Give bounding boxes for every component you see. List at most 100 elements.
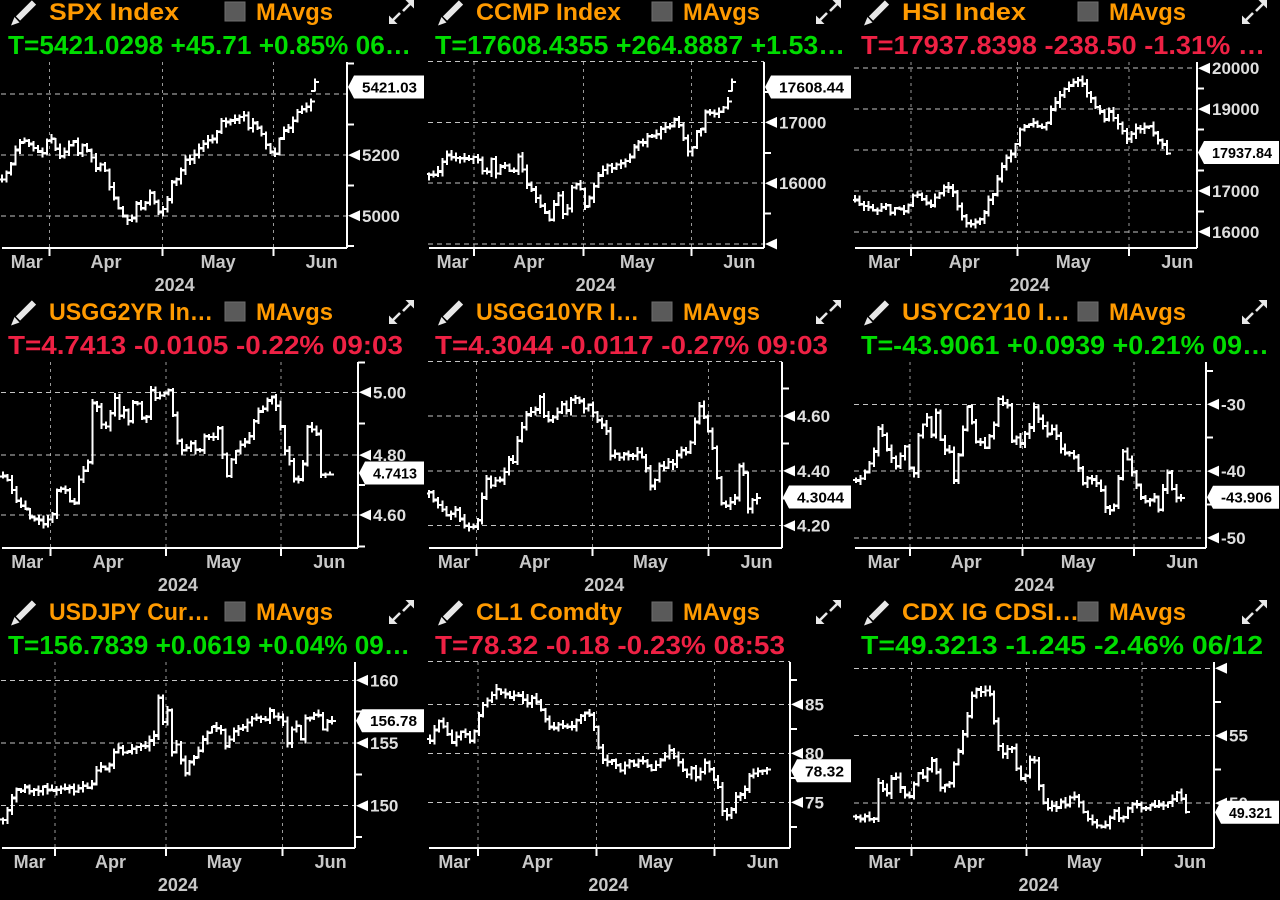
svg-text:May: May [1061, 552, 1096, 572]
svg-text:T=17608.4355 +264.8887 +1.53…: T=17608.4355 +264.8887 +1.53… [435, 30, 845, 60]
svg-text:-30: -30 [1221, 395, 1246, 414]
svg-text:USDJPY Cur…: USDJPY Cur… [49, 600, 210, 626]
svg-text:2024: 2024 [1015, 575, 1055, 595]
svg-text:MAvgs: MAvgs [683, 0, 760, 26]
svg-text:May: May [633, 552, 668, 572]
svg-text:Apr: Apr [91, 252, 122, 272]
svg-text:4.40: 4.40 [797, 462, 830, 481]
svg-text:5000: 5000 [362, 207, 400, 226]
svg-text:Jun: Jun [313, 552, 345, 572]
svg-text:17608.44: 17608.44 [779, 80, 845, 97]
svg-text:MAvgs: MAvgs [1109, 0, 1186, 26]
svg-text:May: May [1067, 852, 1102, 872]
svg-text:T=78.32 -0.18 -0.23% 08:53: T=78.32 -0.18 -0.23% 08:53 [435, 630, 785, 660]
svg-text:4.7413: 4.7413 [373, 466, 417, 483]
svg-text:49.321: 49.321 [1229, 805, 1272, 822]
svg-text:Mar: Mar [438, 852, 470, 872]
svg-text:CDX IG CDSI…: CDX IG CDSI… [902, 600, 1079, 626]
svg-text:55: 55 [1229, 727, 1248, 746]
svg-text:Mar: Mar [11, 552, 43, 572]
svg-text:USYC2Y10 I…: USYC2Y10 I… [902, 300, 1070, 326]
svg-text:156.78: 156.78 [370, 713, 417, 730]
svg-text:4.80: 4.80 [373, 446, 406, 465]
svg-text:4.60: 4.60 [373, 506, 406, 525]
svg-text:CCMP Index: CCMP Index [476, 0, 622, 26]
svg-text:Jun: Jun [723, 252, 755, 272]
svg-text:4.60: 4.60 [797, 407, 830, 426]
svg-text:Mar: Mar [869, 852, 901, 872]
svg-text:16000: 16000 [779, 174, 826, 193]
svg-text:Apr: Apr [954, 852, 985, 872]
svg-text:MAvgs: MAvgs [683, 300, 760, 326]
svg-text:17000: 17000 [1212, 182, 1259, 201]
svg-text:May: May [620, 252, 655, 272]
svg-text:20000: 20000 [1212, 59, 1259, 78]
svg-text:CL1 Comdty: CL1 Comdty [476, 600, 623, 626]
svg-text:2024: 2024 [584, 575, 624, 595]
svg-text:MAvgs: MAvgs [683, 600, 760, 626]
svg-text:5200: 5200 [362, 146, 400, 165]
svg-text:Apr: Apr [513, 252, 544, 272]
svg-text:Jun: Jun [306, 252, 338, 272]
svg-text:17937.84: 17937.84 [1212, 145, 1273, 162]
svg-text:4.3044: 4.3044 [797, 490, 845, 507]
svg-text:2024: 2024 [158, 875, 198, 895]
svg-text:Apr: Apr [521, 852, 552, 872]
svg-text:Mar: Mar [14, 852, 46, 872]
svg-text:HSI Index: HSI Index [902, 0, 1027, 26]
svg-text:-43.906: -43.906 [1221, 490, 1272, 507]
svg-text:-40: -40 [1221, 462, 1246, 481]
svg-text:USGG2YR In…: USGG2YR In… [49, 300, 213, 326]
svg-text:75: 75 [805, 793, 824, 812]
svg-text:SPX Index: SPX Index [49, 0, 180, 26]
svg-text:MAvgs: MAvgs [1109, 300, 1186, 326]
svg-text:Jun: Jun [740, 552, 772, 572]
svg-text:4.20: 4.20 [797, 517, 830, 536]
svg-text:2024: 2024 [588, 875, 628, 895]
svg-text:Mar: Mar [436, 252, 468, 272]
svg-text:155: 155 [370, 734, 398, 753]
svg-text:May: May [206, 552, 241, 572]
svg-text:150: 150 [370, 797, 398, 816]
svg-text:Apr: Apr [93, 552, 124, 572]
svg-text:Jun: Jun [1174, 852, 1206, 872]
svg-text:Jun: Jun [746, 852, 778, 872]
svg-text:Apr: Apr [95, 852, 126, 872]
svg-text:T=49.3213 -1.245 -2.46% 06/12: T=49.3213 -1.245 -2.46% 06/12 [861, 630, 1263, 660]
svg-text:2024: 2024 [158, 575, 198, 595]
svg-text:MAvgs: MAvgs [256, 600, 333, 626]
svg-text:Jun: Jun [315, 852, 347, 872]
svg-text:Apr: Apr [951, 552, 982, 572]
svg-text:80: 80 [805, 744, 824, 763]
svg-text:5.00: 5.00 [373, 383, 406, 402]
svg-text:MAvgs: MAvgs [256, 0, 333, 26]
svg-text:USGG10YR I…: USGG10YR I… [476, 300, 639, 326]
svg-text:Mar: Mar [868, 252, 900, 272]
svg-text:May: May [638, 852, 673, 872]
svg-text:160: 160 [370, 671, 398, 690]
svg-text:2024: 2024 [575, 275, 615, 295]
svg-text:78.32: 78.32 [805, 763, 844, 780]
svg-text:2024: 2024 [1019, 875, 1059, 895]
svg-text:Jun: Jun [1161, 252, 1193, 272]
svg-text:-50: -50 [1221, 529, 1246, 548]
svg-text:T=4.3044 -0.0117 -0.27% 09:03: T=4.3044 -0.0117 -0.27% 09:03 [435, 330, 828, 360]
svg-text:2024: 2024 [1010, 275, 1050, 295]
svg-text:May: May [207, 852, 242, 872]
svg-text:16000: 16000 [1212, 223, 1259, 242]
svg-text:Mar: Mar [868, 552, 900, 572]
svg-text:Mar: Mar [438, 552, 470, 572]
svg-text:May: May [201, 252, 236, 272]
svg-text:May: May [1056, 252, 1091, 272]
svg-text:85: 85 [805, 695, 824, 714]
svg-text:17000: 17000 [779, 113, 826, 132]
svg-text:T=5421.0298 +45.71 +0.85% 06…: T=5421.0298 +45.71 +0.85% 06… [8, 30, 411, 60]
svg-text:T=156.7839 +0.0619 +0.04% 09…: T=156.7839 +0.0619 +0.04% 09… [8, 630, 410, 660]
svg-text:Jun: Jun [1166, 552, 1198, 572]
svg-text:MAvgs: MAvgs [1109, 600, 1186, 626]
svg-text:2024: 2024 [155, 275, 195, 295]
svg-text:T=17937.8398 -238.50 -1.31% …: T=17937.8398 -238.50 -1.31% … [861, 30, 1265, 60]
svg-text:MAvgs: MAvgs [256, 300, 333, 326]
svg-text:19000: 19000 [1212, 100, 1259, 119]
svg-text:5421.03: 5421.03 [362, 80, 417, 97]
